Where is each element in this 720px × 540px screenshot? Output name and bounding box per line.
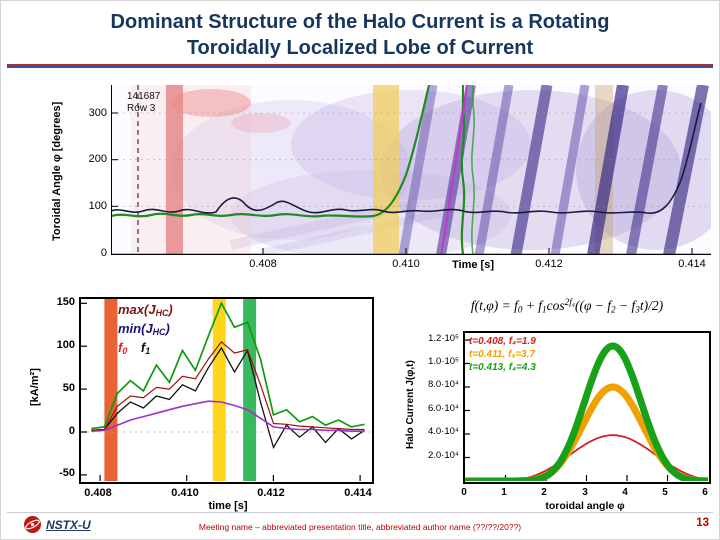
profile-x-tick-2: 2 [541, 487, 547, 498]
max-jhc-label: max(JHC) [118, 302, 173, 319]
timeseries-y-tick-50: 50 [62, 382, 75, 394]
profile-y-tick-10e5: 1.0·10⁵ [428, 356, 459, 367]
shot-row: Row 3 [127, 103, 156, 114]
profile-y-tick-12e5: 1.2·10⁵ [428, 333, 459, 344]
f0-label: f0 [118, 340, 128, 357]
heatmap-y-tick-200: 200 [88, 153, 107, 165]
f1-label: f1 [140, 340, 151, 357]
heatmap-x-axis-label: Time [s] [452, 259, 494, 271]
page-number: 13 [696, 517, 709, 529]
heatmap-x-tick-0410: 0.410 [392, 258, 420, 270]
profile-x-tick-6: 6 [702, 487, 708, 498]
profile-y-axis-label: Halo Current J(φ,t) [405, 360, 416, 450]
legend-item-t0413: t=0.413, f₄=4.3 [469, 362, 536, 373]
shot-number-label: 141687 Row 3 [127, 91, 160, 115]
slide-title-line-1: Dominant Structure of the Halo Current i… [110, 11, 610, 33]
profile-y-tick-8e4: 8.0·10⁴ [427, 379, 459, 390]
timeseries-trace-labels: max(JHC) min(JHC) f0 f1 [118, 302, 173, 360]
timeseries-x-tick-0408: 0.408 [84, 487, 112, 499]
heatmap-x-tick-0412: 0.412 [535, 258, 563, 270]
footer-divider [7, 512, 713, 513]
profile-plot [465, 339, 708, 481]
heatmap-plot [111, 85, 711, 255]
heatmap-x-tick-0408: 0.408 [249, 258, 277, 270]
timeseries-x-tick-0412: 0.412 [257, 487, 285, 499]
profile-x-tick-3: 3 [582, 487, 588, 498]
profile-y-tick-6e4: 6.0·10⁴ [427, 403, 459, 414]
timeseries-y-tick-150: 150 [56, 296, 75, 308]
timeseries-x-tick-0410: 0.410 [171, 487, 199, 499]
profile-x-tick-5: 5 [662, 487, 668, 498]
footer-citation: Meeting name – abbreviated presentation … [198, 522, 522, 532]
profile-x-tick-0: 0 [461, 487, 467, 498]
legend-item-t0408: t=0.408, f₄=1.9 [469, 336, 536, 347]
timeseries-y-tick-100: 100 [56, 339, 75, 351]
min-jhc-label: min(JHC) [118, 321, 170, 338]
heatmap-x-tick-0414: 0.414 [678, 258, 706, 270]
profile-y-tick-2e4: 2.0·10⁴ [427, 450, 459, 461]
heatmap-y-tick-100: 100 [88, 200, 107, 212]
legend-item-t0411: t=0.411, f₄=3.7 [469, 349, 536, 360]
timeseries-x-axis-label: time [s] [208, 500, 248, 512]
heatmap-y-tick-0: 0 [100, 247, 107, 259]
slide-title-line-2: Toroidally Localized Lobe of Current [186, 37, 534, 59]
title-divider [7, 64, 713, 68]
profile-x-tick-1: 1 [501, 487, 507, 498]
timeseries-y-axis-label: [kA/m²] [29, 368, 41, 406]
shot-number: 141687 [127, 91, 161, 102]
fit-param-labels: f0 f1 [118, 340, 173, 359]
heatmap-y-tick-300: 300 [88, 107, 107, 119]
nstx-logo-text: NSTX-U [46, 518, 91, 532]
slide-title: Dominant Structure of the Halo Current i… [17, 9, 703, 61]
nstx-logo-icon [23, 515, 42, 539]
timeseries-y-tick-m50: -50 [59, 467, 75, 479]
profile-plot-frame [463, 331, 711, 484]
profile-legend: t=0.408, f₄=1.9 t=0.411, f₄=3.7 t=0.413,… [469, 335, 536, 374]
timeseries-plot [81, 299, 371, 481]
profile-x-tick-4: 4 [622, 487, 628, 498]
timeseries-plot-frame [79, 297, 374, 484]
fit-formula: f(t,φ) = f0 + f1cos2f₄((φ − f2 − f3t)/2) [470, 297, 664, 315]
profile-x-axis-label: toroidal angle φ [545, 500, 625, 512]
timeseries-y-tick-0: 0 [68, 425, 75, 437]
heatmap-y-axis-label: Toroidal Angle φ [degrees] [51, 101, 63, 241]
profile-y-tick-4e4: 4.0·10⁴ [427, 426, 459, 437]
timeseries-x-tick-0414: 0.414 [344, 487, 372, 499]
